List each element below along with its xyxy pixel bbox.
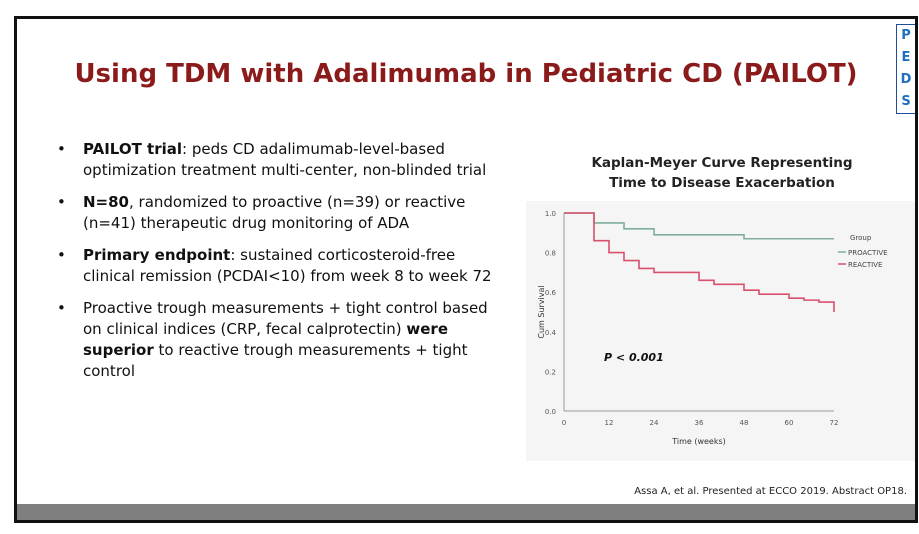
legend-title: Group — [850, 234, 872, 242]
p-value-annotation: P < 0.001 — [604, 351, 664, 364]
y-tick-label: 0.4 — [545, 329, 557, 337]
badge-letter: P — [901, 28, 911, 43]
bullet-bold: Primary endpoint — [83, 246, 231, 264]
y-tick-label: 0.6 — [545, 289, 557, 297]
chart-title-line: Kaplan-Meyer Curve Representing — [591, 155, 853, 171]
plot-background — [526, 201, 915, 461]
chart-title: Kaplan-Meyer Curve Representing Time to … — [557, 153, 887, 193]
slide: Using TDM with Adalimumab in Pediatric C… — [14, 16, 918, 523]
bullet-item: Proactive trough measurements + tight co… — [53, 298, 503, 382]
y-tick-label: 0.8 — [545, 250, 556, 258]
y-tick-label: 0.2 — [545, 368, 556, 376]
bullet-item: Primary endpoint: sustained corticostero… — [53, 245, 503, 287]
bullet-text: to reactive trough measurements + tight … — [83, 341, 468, 380]
x-tick-label: 72 — [830, 419, 839, 427]
x-tick-label: 60 — [785, 419, 794, 427]
x-tick-label: 48 — [740, 419, 749, 427]
bottom-bar — [17, 504, 915, 520]
bullet-text: : peds CD adalimumab-level-based optimiz… — [83, 140, 487, 179]
chart-title-line: Time to Disease Exacerbation — [609, 175, 835, 191]
bullet-item: N=80, randomized to proactive (n=39) or … — [53, 192, 503, 234]
km-curve-reactive — [564, 212, 835, 312]
bullet-list: PAILOT trial: peds CD adalimumab-level-b… — [53, 139, 503, 393]
bullet-item: PAILOT trial: peds CD adalimumab-level-b… — [53, 139, 503, 181]
bullet-bold: were superior — [83, 320, 449, 359]
badge-letter: S — [901, 94, 911, 109]
peds-badge: P E D S — [896, 24, 915, 114]
legend-entry: PROACTIVE — [848, 249, 888, 257]
x-tick-label: 0 — [562, 419, 566, 427]
legend-entry: REACTIVE — [848, 261, 882, 269]
badge-letter: D — [900, 72, 912, 87]
slide-title: Using TDM with Adalimumab in Pediatric C… — [74, 59, 858, 89]
x-tick-label: 12 — [605, 419, 614, 427]
citation: Assa A, et al. Presented at ECCO 2019. A… — [634, 486, 907, 497]
bullet-text: Proactive trough measurements + tight co… — [83, 299, 488, 338]
bullet-text: : sustained corticosteroid-free clinical… — [83, 246, 492, 285]
x-tick-label: 24 — [650, 419, 659, 427]
x-tick-label: 36 — [695, 419, 704, 427]
bullet-bold: N=80 — [83, 193, 129, 211]
y-tick-label: 1.0 — [545, 210, 556, 218]
x-axis-label: Time (weeks) — [671, 437, 726, 446]
y-tick-label: 0.0 — [545, 408, 556, 416]
y-axis-label: Cum Survival — [537, 285, 546, 338]
bullet-text: , randomized to proactive (n=39) or reac… — [83, 193, 466, 232]
bullet-bold: PAILOT trial — [83, 140, 183, 158]
km-chart: 0 12 24 36 48 60 72 0.0 0.2 0.4 0.6 0.8 1.0 Time (wee… — [526, 201, 915, 461]
badge-letter: E — [901, 50, 911, 65]
